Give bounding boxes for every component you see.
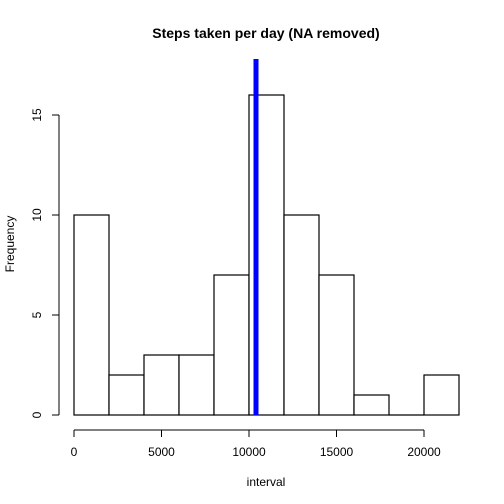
x-axis-label: interval — [247, 475, 286, 489]
histogram-bar-8 — [354, 395, 389, 415]
x-tick-label-0: 0 — [71, 445, 78, 459]
histogram-bar-3 — [179, 355, 214, 415]
histogram-bar-7 — [319, 275, 354, 415]
histogram-bar-10 — [424, 375, 459, 415]
bars-layer — [74, 95, 459, 415]
histogram-bar-4 — [214, 275, 249, 415]
chart-title: Steps taken per day (NA removed) — [152, 25, 379, 41]
histogram-bar-6 — [284, 215, 319, 415]
x-axis: 0 5000 10000 15000 20000 — [71, 430, 441, 459]
y-tick-label-0: 0 — [30, 411, 44, 418]
y-tick-label-3: 15 — [30, 108, 44, 122]
y-tick-label-1: 5 — [30, 311, 44, 318]
histogram-bar-0 — [74, 215, 109, 415]
y-axis: 0 5 10 15 — [30, 108, 59, 418]
x-tick-label-4: 20000 — [407, 445, 441, 459]
y-axis-label: Frequency — [3, 216, 17, 273]
histogram-bar-1 — [109, 375, 144, 415]
x-tick-label-2: 10000 — [232, 445, 266, 459]
x-tick-label-3: 15000 — [320, 445, 354, 459]
histogram-bar-2 — [144, 355, 179, 415]
x-tick-label-1: 5000 — [148, 445, 175, 459]
y-tick-label-2: 10 — [30, 208, 44, 222]
